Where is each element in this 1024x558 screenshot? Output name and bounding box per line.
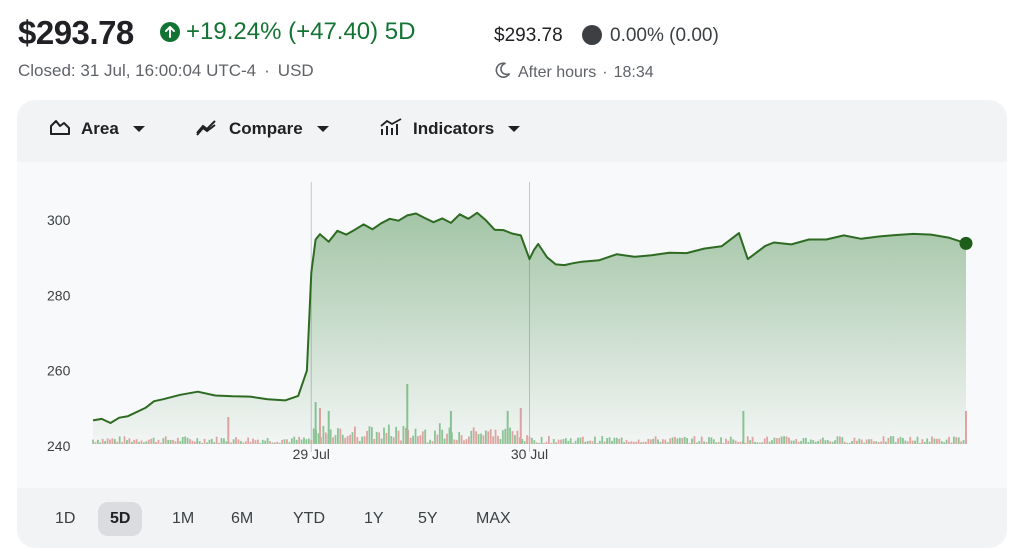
price-area (93, 212, 966, 444)
chevron-down-icon (316, 126, 329, 132)
last-price-marker (959, 236, 973, 250)
separator-dot: · (264, 61, 270, 80)
indicators-dropdown[interactable]: Indicators (379, 100, 521, 158)
after-hours-info: After hours · 18:34 (494, 61, 654, 84)
compare-icon (195, 118, 219, 141)
time-range-selector: 1D 5D 1M 6M YTD 1Y 5Y MAX (17, 494, 1007, 546)
y-tick-label: 260 (47, 363, 71, 379)
close-info: Closed: 31 Jul, 16:00:04 UTC-4 · USD (18, 61, 314, 81)
y-tick-label: 240 (47, 438, 71, 454)
chart-toolbar: Area Compare Indicators (17, 100, 1007, 158)
area-label: Area (81, 119, 119, 138)
indicators-icon (379, 117, 403, 141)
price-change: +19.24% (+47.40) 5D (186, 18, 416, 45)
compare-label: Compare (229, 119, 303, 138)
range-max[interactable]: MAX (476, 510, 511, 527)
plot-area: 240 260 280 300 29 Jul 30 Jul (17, 162, 1007, 488)
y-tick-label: 280 (47, 287, 71, 303)
range-ytd[interactable]: YTD (293, 510, 325, 527)
area-chart-icon (49, 118, 71, 141)
range-5y[interactable]: 5Y (418, 510, 438, 527)
range-6m[interactable]: 6M (231, 510, 254, 527)
change-group: +19.24% (+47.40) 5D (160, 18, 416, 46)
after-hours-price: $293.78 (494, 25, 563, 46)
closed-time: Closed: 31 Jul, 16:00:04 UTC-4 (18, 61, 257, 80)
currency: USD (277, 61, 314, 80)
arrow-up-circle-icon (160, 22, 180, 42)
range-5d[interactable]: 5D (98, 502, 143, 536)
after-hours-time: 18:34 (613, 63, 654, 81)
range-1m[interactable]: 1M (172, 510, 195, 527)
x-tick-label: 30 Jul (511, 446, 548, 462)
price-line (92, 211, 967, 424)
compare-dropdown[interactable]: Compare (195, 100, 329, 158)
x-tick-label: 29 Jul (293, 446, 330, 462)
y-tick-label: 300 (47, 212, 71, 228)
current-price: $293.78 (18, 14, 134, 51)
after-hours-change: 0.00% (0.00) (610, 25, 719, 46)
after-hours-neutral-dot-icon (582, 25, 602, 45)
moon-icon (494, 61, 512, 84)
indicators-label: Indicators (413, 119, 495, 138)
range-1d[interactable]: 1D (55, 510, 76, 527)
after-hours-label: After hours (518, 63, 597, 81)
chevron-down-icon (132, 126, 145, 132)
price-chart[interactable]: 240 260 280 300 29 Jul 30 Jul (17, 162, 1007, 488)
chart-type-dropdown[interactable]: Area (49, 100, 145, 158)
chevron-down-icon (508, 126, 521, 132)
range-1y[interactable]: 1Y (364, 510, 384, 527)
separator-dot: · (602, 63, 608, 81)
